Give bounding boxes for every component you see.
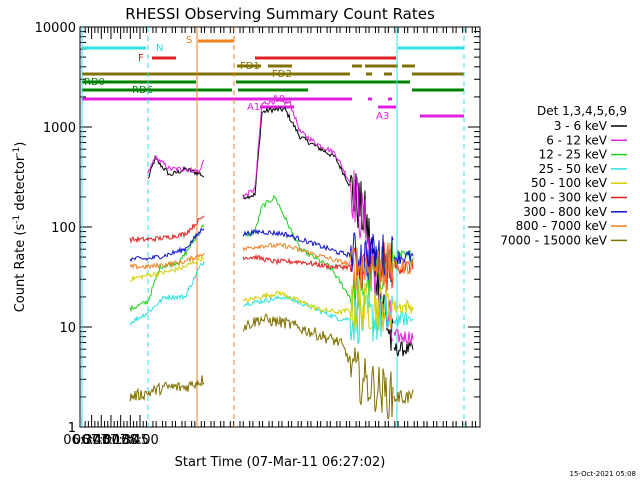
series-line-9-late: [242, 313, 394, 420]
legend-entry-label: 300 - 800 keV: [523, 205, 607, 219]
series-line-9-early: [129, 375, 205, 402]
y-axis-label-tail: detector: [13, 155, 28, 215]
legend-entry-label: 12 - 25 keV: [539, 148, 608, 162]
flag-label-fd1: FD1: [240, 61, 260, 72]
x-tick-label: 06:30: [63, 433, 100, 448]
legend-entry-label: 50 - 100 keV: [531, 176, 608, 190]
series-line-5-early: [129, 254, 205, 282]
x-tick-label: 07:45: [112, 433, 149, 448]
series-line-4-tail: [393, 310, 414, 326]
series-line-9-tail: [393, 389, 414, 405]
event-markers: [81, 27, 465, 427]
series-line-6-early: [129, 215, 205, 244]
legend-entry-label: 25 - 50 keV: [539, 162, 608, 176]
y-tick-label: 10: [59, 321, 76, 336]
series-line-5-tail: [393, 298, 414, 315]
series-line-2-early: [147, 154, 205, 175]
series-line-8-tail: [393, 257, 414, 276]
series-line-7-late: [242, 228, 394, 283]
flag-label-f: F: [138, 53, 144, 64]
series-line-5-late: [242, 282, 394, 332]
x-tick-label: 07:30: [102, 433, 139, 448]
legend-title: Det 1,3,4,5,6,9: [537, 104, 627, 118]
legend-entry-label: 7000 - 15000 keV: [500, 233, 607, 247]
flag-label-fd2: FD2: [272, 69, 292, 80]
series-line-2-late: [242, 98, 394, 342]
series-line-2-tail: [393, 329, 414, 345]
y-axis-label-close: ): [13, 142, 28, 147]
legend-entry-label: 6 - 12 keV: [546, 133, 608, 147]
series-line-6-late: [242, 242, 394, 291]
series-line-7-early: [129, 228, 205, 263]
legend-entry-label: 800 - 7000 keV: [516, 219, 608, 233]
flag-label-n: N: [156, 43, 163, 54]
axes: 1 10 100 1000 10000 06:3006:4507:0007:1507:30…: [35, 21, 480, 448]
y-axis-label-sup: -1: [12, 215, 22, 224]
chart-title: RHESSI Observing Summary Count Rates: [125, 5, 435, 23]
count-rate-series: [129, 98, 414, 420]
series-line-1-tail: [393, 339, 414, 357]
legend-entry-label: 100 - 300 keV: [523, 191, 607, 205]
y-tick-label: 100: [51, 221, 76, 236]
y-tick-label: 10000: [35, 21, 76, 36]
x-tick-label: 07:15: [92, 433, 129, 448]
flag-label-a1: A1: [247, 102, 260, 113]
series-line-4-late: [242, 294, 394, 345]
x-tick-label: 06:45: [73, 433, 110, 448]
y-tick-label: 1000: [43, 121, 76, 136]
y-tick-label: 1: [68, 421, 76, 436]
x-tick-label: 07:00: [83, 433, 120, 448]
legend-entry-label: 3 - 6 keV: [554, 119, 608, 133]
y-axis-label-sup2: -1: [12, 147, 22, 156]
x-tick-label: 08:00: [121, 433, 158, 448]
x-axis-label: Start Time (07-Mar-11 06:27:02): [175, 455, 386, 470]
series-line-8-early: [129, 252, 205, 270]
flag-label-rd6: RD6: [132, 85, 153, 96]
flag-label-a3: A3: [376, 111, 389, 122]
series-line-4-early: [129, 261, 205, 326]
y-axis-label-main: Count Rate (s: [13, 224, 28, 313]
footer-timestamp: 15-Oct-2021 05:08: [570, 470, 636, 478]
flag-label-rd0: RD0: [84, 77, 105, 88]
flag-label-s: S: [186, 35, 192, 46]
series-line-8-late: [242, 242, 394, 291]
y-axis-label: Count Rate (s-1 detector-1): [12, 142, 28, 313]
